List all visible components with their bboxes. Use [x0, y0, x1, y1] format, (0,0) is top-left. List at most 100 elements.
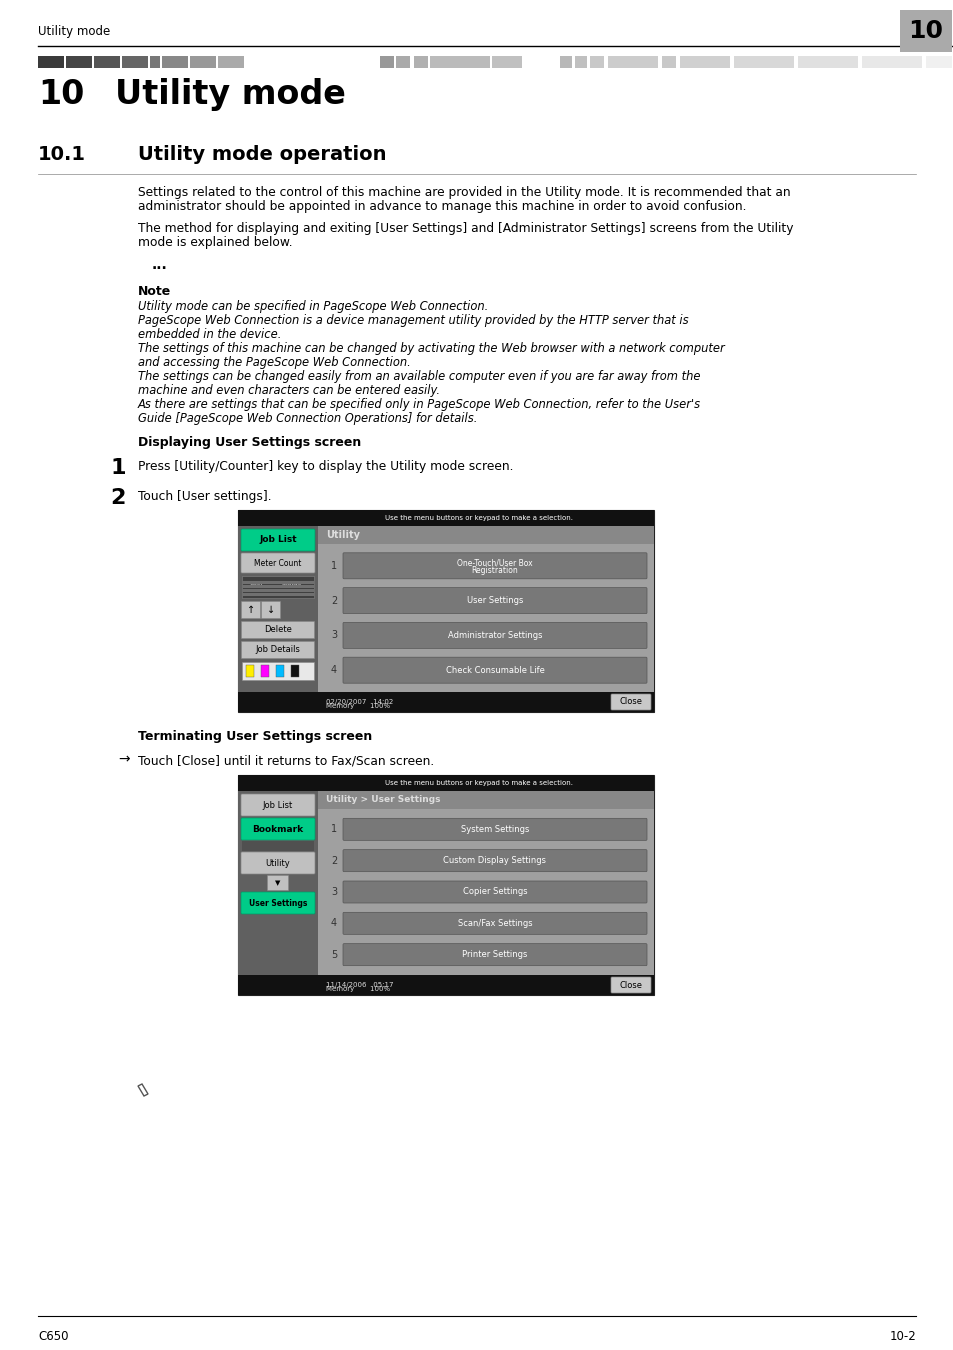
Text: Touch [User settings].: Touch [User settings].: [138, 490, 272, 504]
FancyBboxPatch shape: [343, 849, 646, 872]
Bar: [492, 55, 521, 68]
FancyBboxPatch shape: [343, 882, 646, 903]
Bar: [679, 55, 729, 68]
Bar: [237, 791, 317, 995]
Text: machine and even characters can be entered easily.: machine and even characters can be enter…: [138, 383, 439, 397]
Text: Close: Close: [618, 698, 641, 706]
Bar: [237, 510, 654, 711]
FancyBboxPatch shape: [241, 892, 314, 914]
Text: embedded in the device.: embedded in the device.: [138, 328, 281, 342]
Text: Job List: Job List: [259, 536, 296, 544]
Text: Memory       100%: Memory 100%: [326, 703, 390, 709]
Text: User Settings: User Settings: [249, 899, 307, 907]
Text: Meter Count: Meter Count: [254, 559, 301, 567]
Bar: [162, 55, 188, 68]
Bar: [122, 55, 148, 68]
Bar: [275, 666, 284, 676]
Text: The settings can be changed easily from an available computer even if you are fa: The settings can be changed easily from …: [138, 370, 700, 383]
Bar: [317, 526, 654, 693]
Bar: [190, 55, 215, 68]
Text: 5: 5: [331, 949, 336, 960]
Bar: [242, 662, 314, 680]
Text: mode is explained below.: mode is explained below.: [138, 236, 293, 248]
Text: Close: Close: [618, 980, 641, 990]
Text: User Settings: User Settings: [466, 597, 522, 605]
Text: →: →: [118, 752, 130, 765]
Bar: [237, 775, 654, 791]
Bar: [242, 593, 314, 595]
Bar: [414, 55, 428, 68]
Bar: [317, 791, 654, 809]
Bar: [38, 55, 64, 68]
Bar: [94, 55, 120, 68]
Text: 10: 10: [907, 19, 943, 43]
Text: 02/20/2007   14:02: 02/20/2007 14:02: [326, 699, 393, 705]
Bar: [66, 55, 91, 68]
Text: administrator should be appointed in advance to manage this machine in order to : administrator should be appointed in adv…: [138, 200, 745, 213]
Bar: [242, 576, 314, 598]
FancyBboxPatch shape: [241, 852, 314, 873]
Text: Utility mode can be specified in PageScope Web Connection.: Utility mode can be specified in PageSco…: [138, 300, 488, 313]
Text: ...: ...: [152, 258, 168, 271]
FancyBboxPatch shape: [241, 818, 314, 840]
FancyBboxPatch shape: [343, 818, 646, 840]
Text: The settings of this machine can be changed by activating the Web browser with a: The settings of this machine can be chan…: [138, 342, 724, 355]
Bar: [261, 666, 269, 676]
Bar: [395, 55, 410, 68]
Text: 2: 2: [111, 487, 126, 508]
Text: Note: Note: [138, 285, 172, 298]
Text: Guide [PageScope Web Connection Operations] for details.: Guide [PageScope Web Connection Operatio…: [138, 412, 476, 425]
FancyBboxPatch shape: [241, 554, 314, 572]
Text: As there are settings that can be specified only in PageScope Web Connection, re: As there are settings that can be specif…: [138, 398, 700, 410]
Text: Touch [Close] until it returns to Fax/Scan screen.: Touch [Close] until it returns to Fax/Sc…: [138, 755, 434, 767]
Text: 10-2: 10-2: [888, 1330, 915, 1343]
Bar: [237, 526, 317, 711]
FancyBboxPatch shape: [267, 876, 288, 891]
Text: Job Details: Job Details: [255, 645, 300, 655]
Text: Copier Settings: Copier Settings: [462, 887, 527, 896]
Text: 4: 4: [331, 918, 336, 929]
Text: 11/14/2006   05:17: 11/14/2006 05:17: [326, 981, 393, 988]
FancyBboxPatch shape: [241, 641, 314, 659]
FancyBboxPatch shape: [241, 529, 314, 551]
FancyBboxPatch shape: [241, 794, 314, 815]
Text: 1: 1: [111, 458, 126, 478]
Text: Utility: Utility: [265, 859, 290, 868]
Text: Use the menu buttons or keypad to make a selection.: Use the menu buttons or keypad to make a…: [385, 514, 573, 521]
Text: ▼: ▼: [275, 880, 280, 886]
Bar: [242, 589, 314, 593]
Bar: [661, 55, 676, 68]
Text: Scan/Fax Settings: Scan/Fax Settings: [457, 919, 532, 927]
Text: 1: 1: [331, 560, 336, 571]
Text: 10: 10: [38, 78, 84, 111]
Bar: [379, 55, 394, 68]
FancyBboxPatch shape: [610, 977, 650, 994]
Bar: [242, 585, 314, 589]
Bar: [150, 55, 160, 68]
FancyBboxPatch shape: [610, 694, 650, 710]
FancyBboxPatch shape: [343, 944, 646, 965]
Text: The method for displaying and exiting [User Settings] and [Administrator Setting: The method for displaying and exiting [U…: [138, 221, 793, 235]
Text: Printer Settings: Printer Settings: [462, 950, 527, 958]
Text: Delete: Delete: [264, 625, 292, 634]
Text: User: User: [250, 580, 264, 586]
Bar: [242, 841, 314, 850]
Text: System Settings: System Settings: [460, 825, 529, 834]
Bar: [862, 55, 921, 68]
Text: 1: 1: [331, 825, 336, 834]
Text: PageScope Web Connection is a device management utility provided by the HTTP ser: PageScope Web Connection is a device man…: [138, 315, 688, 327]
Bar: [291, 666, 298, 676]
Text: Utility: Utility: [326, 531, 359, 540]
Bar: [246, 666, 253, 676]
Text: Utility mode operation: Utility mode operation: [138, 144, 386, 163]
Text: Memory       100%: Memory 100%: [326, 986, 390, 992]
Bar: [242, 580, 314, 585]
Text: 3: 3: [331, 887, 336, 896]
FancyBboxPatch shape: [343, 622, 646, 648]
Text: Status: Status: [282, 580, 302, 586]
Text: 2: 2: [331, 856, 336, 865]
FancyBboxPatch shape: [261, 602, 280, 618]
Text: Use the menu buttons or keypad to make a selection.: Use the menu buttons or keypad to make a…: [385, 780, 573, 786]
Text: 10.1: 10.1: [38, 144, 86, 163]
Text: Terminating User Settings screen: Terminating User Settings screen: [138, 730, 372, 742]
